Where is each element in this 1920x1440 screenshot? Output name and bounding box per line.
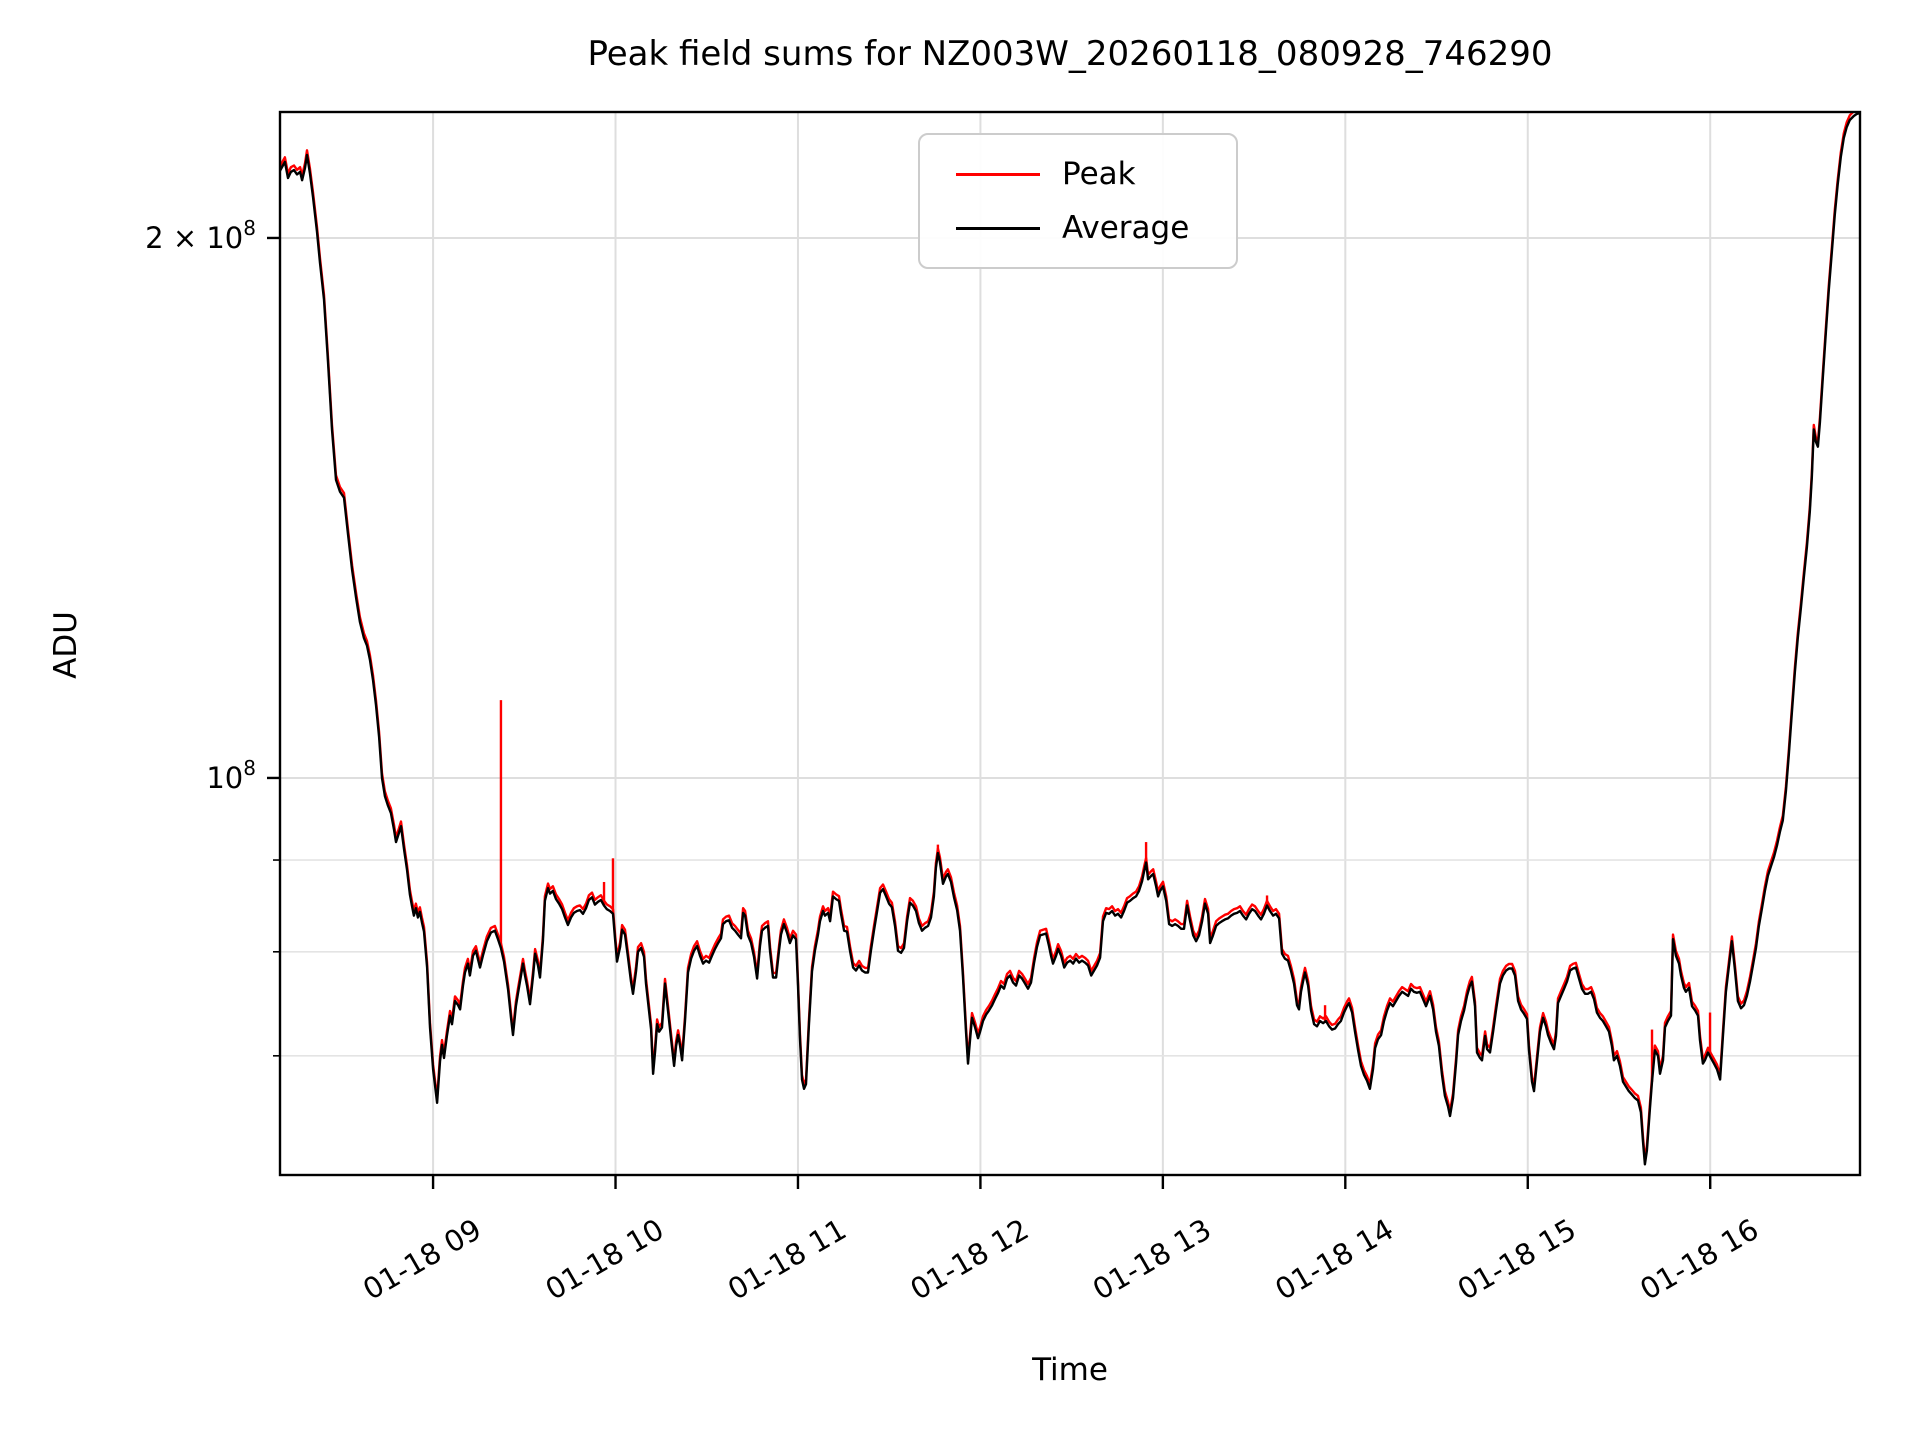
- series-layer: [280, 112, 1860, 1166]
- y-axis-label: ADU: [48, 611, 84, 679]
- x-axis-label: Time: [1032, 1352, 1108, 1388]
- x-tick-label: 01-18 09: [357, 1212, 487, 1307]
- legend-label-average: Average: [1062, 210, 1190, 246]
- x-tick-label: 01-18 15: [1452, 1212, 1582, 1307]
- legend-entry-peak: Peak: [956, 156, 1236, 192]
- x-tick-label: 01-18 14: [1269, 1212, 1399, 1307]
- gridlines: [280, 112, 1860, 1175]
- y-tick-label: 2 × 108: [145, 216, 256, 255]
- ticks: [267, 236, 1712, 1189]
- x-tick-label: 01-18 13: [1087, 1212, 1217, 1307]
- x-tick-label: 01-18 16: [1634, 1212, 1764, 1307]
- x-tick-label: 01-18 11: [722, 1212, 852, 1307]
- plot-frame: [278, 110, 1862, 1177]
- peak-line-swatch: [956, 172, 1040, 176]
- x-tick-label: 01-18 12: [904, 1212, 1034, 1307]
- y-tick-label: 108: [206, 756, 256, 795]
- average-line: [280, 112, 1860, 1166]
- x-tick-label: 01-18 10: [540, 1212, 670, 1307]
- legend-entry-average: Average: [956, 210, 1236, 246]
- legend: Peak Average: [918, 133, 1238, 269]
- average-line-swatch: [956, 226, 1040, 230]
- peak-line: [280, 112, 1855, 1161]
- legend-label-peak: Peak: [1062, 156, 1136, 192]
- chart-title: Peak field sums for NZ003W_20260118_0809…: [587, 34, 1553, 74]
